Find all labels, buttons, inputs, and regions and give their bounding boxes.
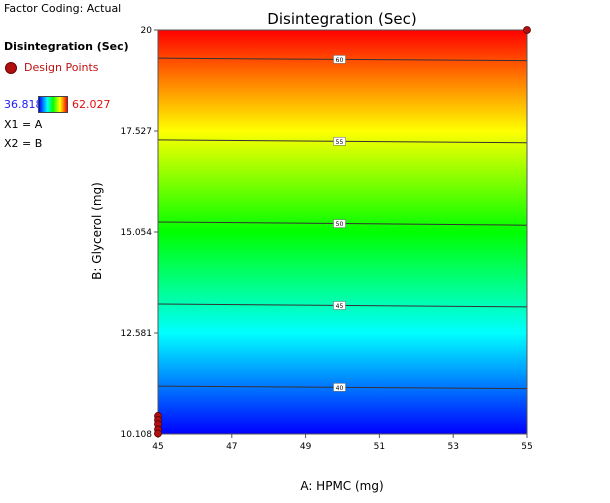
legend-panel: Factor Coding: Actual Disintegration (Se…: [0, 0, 150, 160]
x1-mapping: X1 = A: [4, 118, 43, 131]
contour-label-45: 45: [336, 303, 344, 310]
x-tick-label: 49: [300, 442, 312, 452]
contour-label-55: 55: [336, 139, 344, 146]
x-tick-label: 53: [447, 442, 458, 452]
contour-lines: 40 45 50 55 60: [157, 55, 528, 392]
chart-title: Disintegration (Sec): [267, 10, 416, 28]
contour-label-box-55: [333, 137, 346, 146]
contour-label-box-50: [333, 219, 346, 228]
x-tick-label: 47: [226, 442, 237, 452]
x-tick-label: 45: [152, 442, 163, 452]
x-tick-label: 51: [374, 442, 385, 452]
contour-label-box-60: [333, 55, 346, 64]
contour-label-box-45: [333, 301, 346, 310]
y-axis-label: B: Glycerol (mg): [90, 182, 104, 280]
design-point: [154, 429, 162, 438]
contour-label-40: 40: [336, 385, 344, 392]
y-tick-label: 15.054: [121, 228, 153, 238]
x-tick-label: 55: [521, 442, 532, 452]
x2-mapping: X2 = B: [4, 137, 43, 150]
design-point: [523, 26, 531, 34]
contour-label-60: 60: [336, 57, 344, 64]
contour-label-50: 50: [336, 221, 344, 228]
color-range-max: 62.027: [72, 98, 111, 111]
contour-label-box-40: [333, 383, 346, 392]
design-point-marker-icon: [5, 62, 17, 74]
x-axis-label: A: HPMC (mg): [300, 479, 383, 493]
factor-coding-label: Factor Coding: Actual: [4, 2, 122, 15]
response-name-label: Disintegration (Sec): [4, 40, 129, 53]
design-points: [154, 26, 531, 438]
y-tick-label: 20: [141, 26, 153, 36]
design-points-label: Design Points: [24, 61, 99, 74]
y-tick-label: 12.581: [121, 329, 153, 339]
y-tick-label: 10.108: [121, 430, 153, 440]
y-tick-label: 17.527: [121, 127, 153, 137]
response-surface-fill: [158, 30, 527, 434]
y-axis-ticks: 10.108 12.581 15.054 17.527 20: [121, 26, 158, 440]
color-range-min: 36.818: [4, 98, 43, 111]
x-axis-ticks: 45 47 49 51 53 55: [152, 434, 533, 452]
color-range-bar: [38, 96, 68, 113]
